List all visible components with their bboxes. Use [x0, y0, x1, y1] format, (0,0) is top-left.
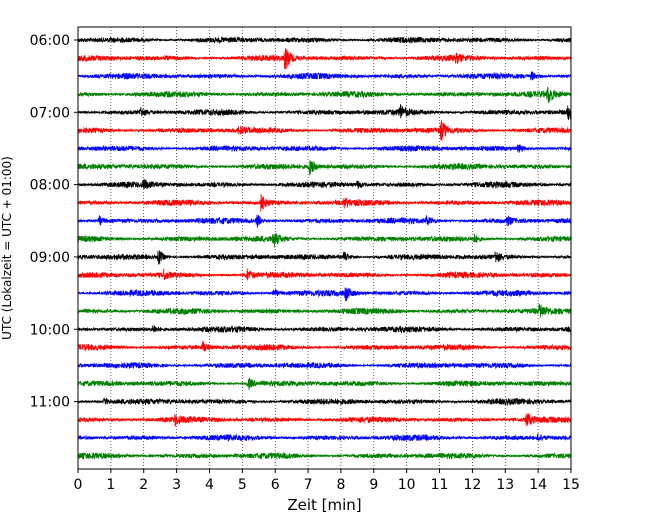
- trace-1145: [77, 451, 572, 460]
- x-tick-label: 5: [238, 477, 247, 493]
- y-tick-label: 06:00: [30, 33, 70, 49]
- trace-1115: [77, 413, 572, 427]
- trace-1100: [77, 397, 572, 407]
- x-axis-ticks: 0 1 2 3 4 5 6 7 8 9 10 11 12 13 14 15: [74, 469, 580, 493]
- x-tick-label: 3: [172, 477, 181, 493]
- trace-0915: [77, 268, 572, 281]
- trace-0845: [77, 233, 572, 248]
- trace-0615: [77, 48, 572, 70]
- trace-0900: [77, 250, 572, 265]
- y-tick-label: 07:00: [30, 105, 70, 121]
- y-tick-label: 11:00: [30, 395, 70, 411]
- trace-0645: [77, 86, 572, 103]
- x-tick-label: 15: [562, 477, 580, 493]
- trace-1015: [77, 340, 572, 352]
- x-tick-label: 13: [496, 477, 514, 493]
- trace-0700: [77, 104, 572, 121]
- x-tick-label: 6: [271, 477, 280, 493]
- trace-1045: [77, 377, 572, 390]
- trace-0600: [77, 36, 572, 45]
- x-tick-label: 10: [398, 477, 416, 493]
- trace-0745: [77, 160, 572, 176]
- x-axis-title: Zeit [min]: [287, 496, 361, 514]
- x-tick-label: 2: [139, 477, 148, 493]
- trace-0815: [77, 194, 572, 212]
- trace-1130: [77, 433, 572, 442]
- plot-area-background: [78, 27, 571, 469]
- trace-0715: [77, 120, 572, 142]
- y-tick-label: 10:00: [30, 322, 70, 338]
- trace-0830: [77, 214, 572, 228]
- trace-0630: [77, 71, 572, 81]
- y-tick-label: 09:00: [30, 250, 70, 266]
- trace-1000: [77, 324, 572, 334]
- trace-0800: [77, 179, 572, 189]
- x-tick-label: 14: [529, 477, 547, 493]
- x-tick-label: 12: [463, 477, 481, 493]
- x-tick-label: 1: [106, 477, 115, 493]
- x-tick-label: 8: [336, 477, 345, 493]
- x-tick-label: 11: [431, 477, 449, 493]
- trace-group: [77, 36, 572, 460]
- y-tick-label: 08:00: [30, 178, 70, 194]
- plot-frame: [77, 26, 572, 470]
- trace-0730: [77, 144, 572, 153]
- trace-0930: [77, 287, 572, 301]
- x-tick-label: 4: [205, 477, 214, 493]
- y-axis-ticks: 06:00 07:00 08:00 09:00 10:00 11:00: [30, 33, 78, 411]
- y-axis-title: UTC (Lokalzeit = UTC + 01:00): [0, 156, 14, 340]
- x-tick-label: 9: [369, 477, 378, 493]
- trace-1030: [77, 361, 572, 370]
- trace-0945: [77, 303, 572, 318]
- x-tick-label: 7: [304, 477, 313, 493]
- x-tick-label: 0: [74, 477, 83, 493]
